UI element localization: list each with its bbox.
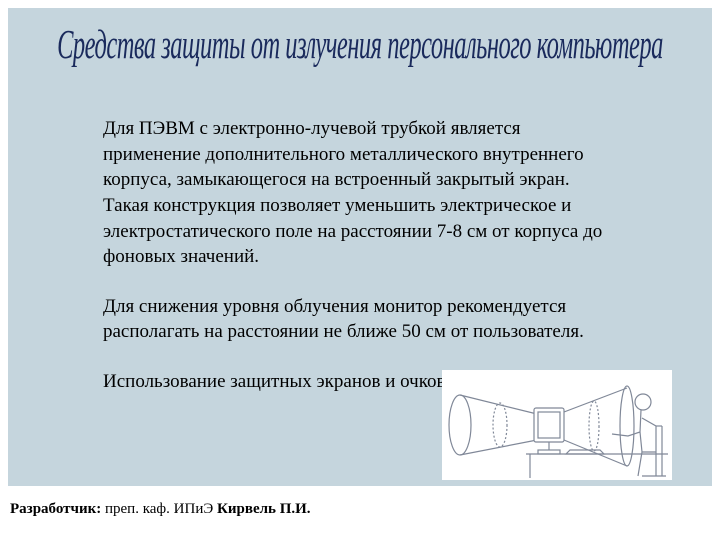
paragraph-1: Для ПЭВМ с электронно-лучевой трубкой яв… <box>103 116 617 270</box>
footer-value: преп. каф. ИПиЭ <box>101 501 217 517</box>
paragraph-spacer <box>103 345 617 369</box>
footer-label: Разработчик: <box>10 501 101 517</box>
paragraph-2: Для снижения уровня облучения монитор ре… <box>103 294 617 345</box>
paragraph-spacer <box>103 270 617 294</box>
footer-name: Кирвель П.И. <box>217 501 311 517</box>
slide-title: Средства защиты от излучения персонально… <box>8 22 712 70</box>
slide-panel: Средства защиты от излучения персонально… <box>8 8 712 486</box>
radiation-illustration <box>442 370 672 480</box>
monitor-user-icon <box>442 370 672 480</box>
slide-footer: Разработчик: преп. каф. ИПиЭ Кирвель П.И… <box>10 501 311 518</box>
slide-body: Для ПЭВМ с электронно-лучевой трубкой яв… <box>103 116 617 395</box>
